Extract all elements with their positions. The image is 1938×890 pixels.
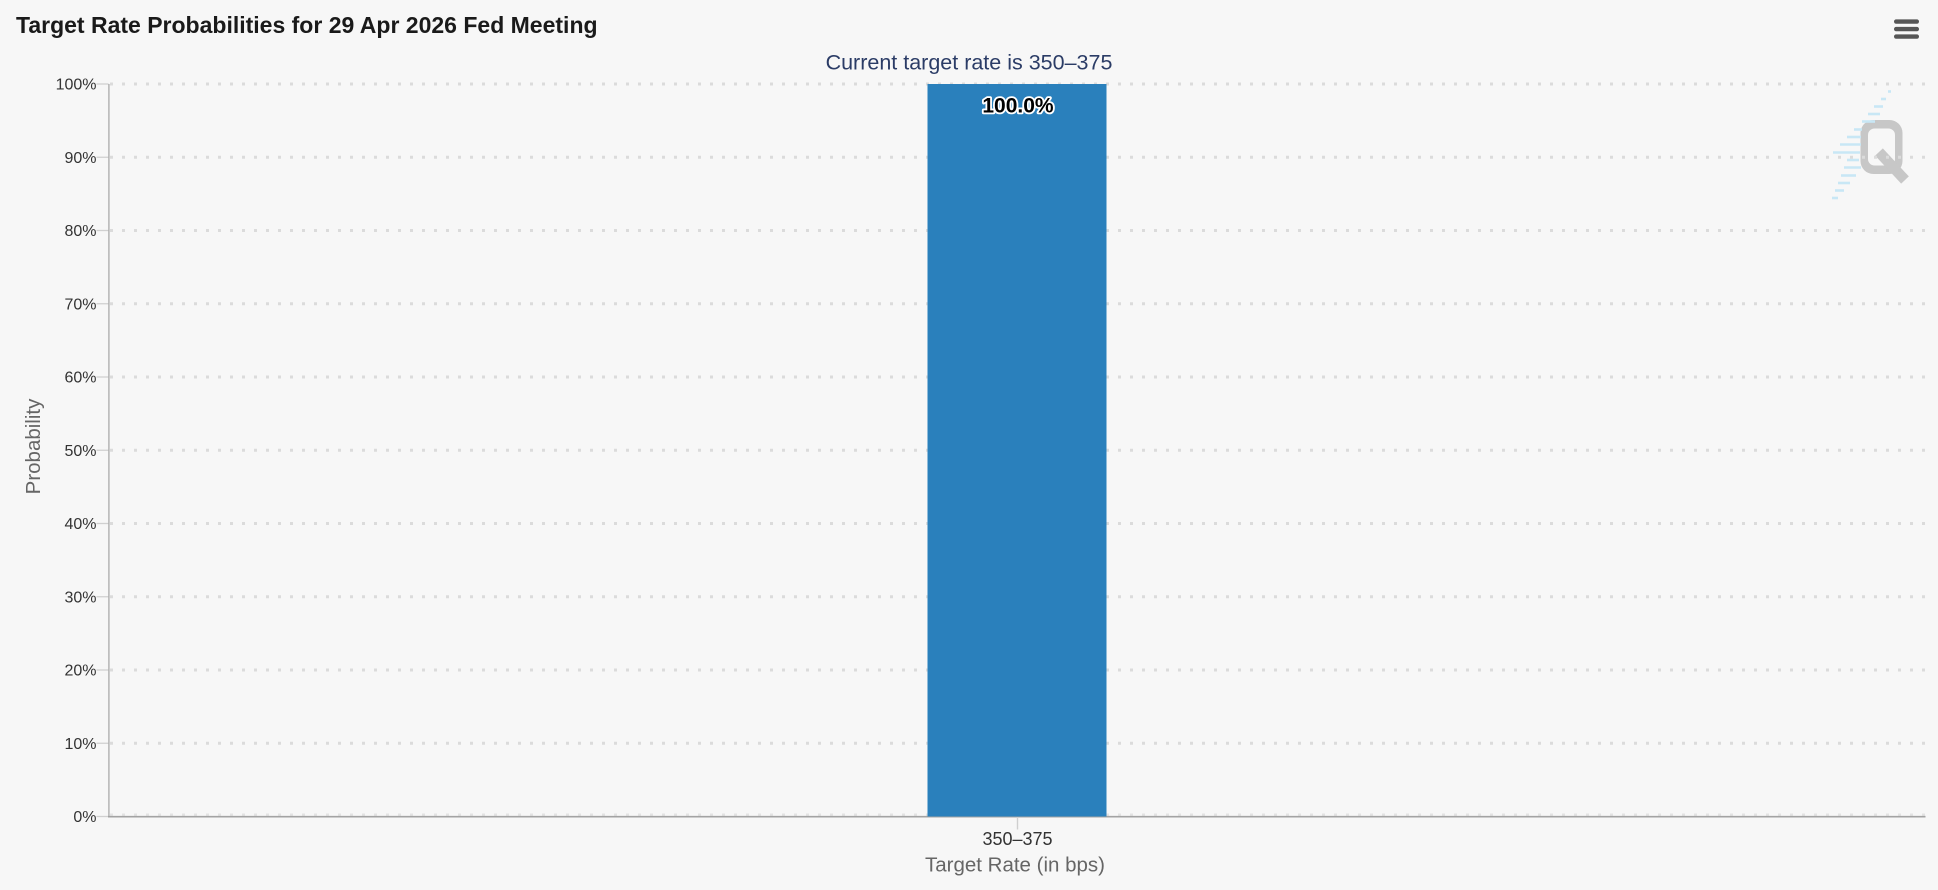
- svg-text:Target Rate (in bps): Target Rate (in bps): [925, 854, 1105, 877]
- svg-text:Probability: Probability: [22, 398, 45, 494]
- svg-text:0%: 0%: [73, 809, 96, 826]
- svg-text:350–375: 350–375: [982, 829, 1052, 849]
- svg-text:60%: 60%: [64, 370, 96, 387]
- svg-text:80%: 80%: [64, 223, 96, 240]
- svg-text:90%: 90%: [64, 150, 96, 167]
- svg-text:Current target rate is 350–375: Current target rate is 350–375: [826, 50, 1113, 74]
- svg-text:20%: 20%: [64, 663, 96, 680]
- svg-text:100%: 100%: [56, 77, 97, 94]
- svg-text:50%: 50%: [64, 443, 96, 460]
- svg-text:40%: 40%: [64, 516, 96, 533]
- svg-text:30%: 30%: [64, 589, 96, 606]
- svg-text:100.0%: 100.0%: [982, 94, 1054, 117]
- svg-text:70%: 70%: [64, 296, 96, 313]
- svg-text:Target Rate Probabilities for: Target Rate Probabilities for 29 Apr 202…: [16, 12, 598, 38]
- svg-text:10%: 10%: [64, 736, 96, 753]
